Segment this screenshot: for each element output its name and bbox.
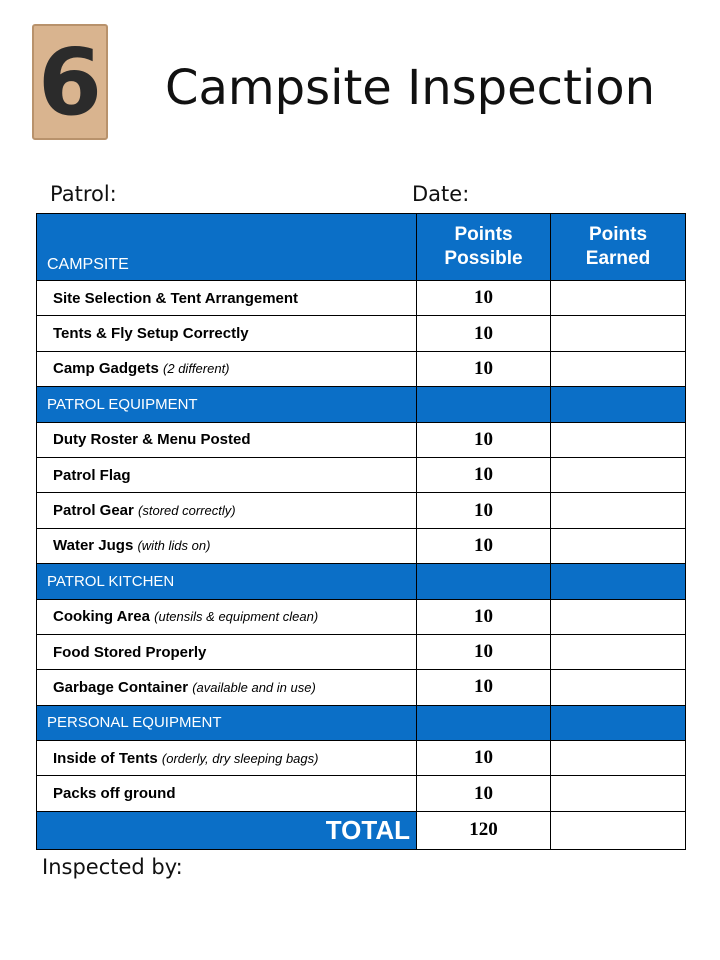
column-header: Points Possible (416, 213, 551, 281)
item-note: (stored correctly) (138, 503, 236, 519)
item-cell: Food Stored Properly (36, 633, 417, 671)
points-possible: 10 (416, 421, 551, 458)
section-row: PATROL KITCHEN (36, 563, 686, 600)
item-label: Patrol Gear (53, 502, 134, 520)
item-cell: Patrol Flag (36, 456, 417, 494)
item-cell: Garbage Container (available and in use) (36, 669, 417, 706)
total-earned (550, 810, 686, 850)
inspection-table: CAMPSITE Points Possible Points Earned Site… (36, 213, 686, 850)
item-label: Food Stored Properly (53, 643, 207, 661)
item-label: Cooking Area (53, 608, 150, 626)
item-row: Garbage Container (available and in use)… (36, 669, 686, 706)
empty-cell (416, 386, 551, 423)
item-row: Food Stored Properly 10 (36, 633, 686, 671)
points-earned (550, 456, 686, 494)
item-row: Inside of Tents (orderly, dry sleeping b… (36, 740, 686, 777)
points-earned (550, 740, 686, 777)
column-header: Points Earned (550, 213, 686, 281)
item-cell: Site Selection & Tent Arrangement (36, 279, 417, 317)
badge: 6 (32, 24, 108, 140)
section-row: PATROL EQUIPMENT (36, 386, 686, 423)
item-row: Camp Gadgets (2 different) 10 (36, 350, 686, 388)
total-label: TOTAL (36, 810, 417, 850)
total-row: TOTAL 120 (36, 810, 686, 850)
points-possible: 10 (416, 279, 551, 317)
item-row: Patrol Gear (stored correctly) 10 (36, 492, 686, 529)
item-row: Cooking Area (utensils & equipment clean… (36, 598, 686, 635)
points-possible: 10 (416, 456, 551, 494)
header-row: CAMPSITE Points Possible Points Earned (36, 213, 686, 281)
points-earned (550, 598, 686, 635)
item-label: Garbage Container (53, 678, 189, 696)
item-cell: Inside of Tents (orderly, dry sleeping b… (36, 740, 417, 777)
points-earned (550, 350, 686, 388)
item-cell: Tents & Fly Setup Correctly (36, 315, 417, 352)
points-earned (550, 633, 686, 671)
item-label: Water Jugs (53, 537, 134, 555)
item-label: Patrol Flag (53, 466, 131, 484)
points-earned (550, 279, 686, 317)
item-label: Site Selection & Tent Arrangement (53, 289, 299, 307)
item-row: Patrol Flag 10 (36, 456, 686, 494)
inspected-by-label: Inspected by: (42, 855, 183, 879)
points-possible: 10 (416, 740, 551, 777)
item-label: Tents & Fly Setup Correctly (53, 325, 249, 343)
points-possible: 10 (416, 315, 551, 352)
item-cell: Camp Gadgets (2 different) (36, 350, 417, 388)
section-title: CAMPSITE (36, 213, 417, 281)
points-possible: 10 (416, 669, 551, 706)
section-row: PERSONAL EQUIPMENT (36, 704, 686, 742)
empty-cell (550, 704, 686, 742)
item-note: (with lids on) (137, 538, 211, 554)
item-label: Camp Gadgets (53, 360, 159, 378)
empty-cell (550, 563, 686, 600)
patrol-label: Patrol: (50, 182, 117, 206)
item-row: Water Jugs (with lids on) 10 (36, 527, 686, 565)
points-earned (550, 421, 686, 458)
item-row: Duty Roster & Menu Posted 10 (36, 421, 686, 458)
title: Campsite Inspection (164, 60, 656, 116)
empty-cell (416, 563, 551, 600)
section-title: PATROL KITCHEN (36, 563, 417, 600)
points-earned (550, 775, 686, 812)
section-title: PERSONAL EQUIPMENT (36, 704, 417, 742)
section-title: PATROL EQUIPMENT (36, 386, 417, 423)
item-cell: Cooking Area (utensils & equipment clean… (36, 598, 417, 635)
item-row: Tents & Fly Setup Correctly 10 (36, 315, 686, 352)
points-possible: 10 (416, 775, 551, 812)
item-cell: Duty Roster & Menu Posted (36, 421, 417, 458)
points-earned (550, 527, 686, 565)
item-note: (orderly, dry sleeping bags) (161, 750, 319, 766)
points-possible: 10 (416, 492, 551, 529)
item-cell: Water Jugs (with lids on) (36, 527, 417, 565)
item-cell: Packs off ground (36, 775, 417, 812)
item-note: (2 different) (163, 361, 230, 377)
item-row: Packs off ground 10 (36, 775, 686, 812)
points-possible: 10 (416, 633, 551, 671)
points-earned (550, 315, 686, 352)
empty-cell (416, 704, 551, 742)
item-label: Inside of Tents (53, 749, 158, 767)
date-label: Date: (412, 182, 470, 206)
points-possible: 10 (416, 527, 551, 565)
item-row: Site Selection & Tent Arrangement 10 (36, 279, 686, 317)
points-earned (550, 492, 686, 529)
item-label: Packs off ground (53, 785, 176, 803)
item-cell: Patrol Gear (stored correctly) (36, 492, 417, 529)
empty-cell (550, 386, 686, 423)
item-label: Duty Roster & Menu Posted (53, 431, 251, 449)
item-note: (utensils & equipment clean) (154, 609, 319, 625)
points-earned (550, 669, 686, 706)
item-note: (available and in use) (192, 679, 316, 695)
points-possible: 10 (416, 350, 551, 388)
total-points: 120 (416, 810, 551, 850)
points-possible: 10 (416, 598, 551, 635)
